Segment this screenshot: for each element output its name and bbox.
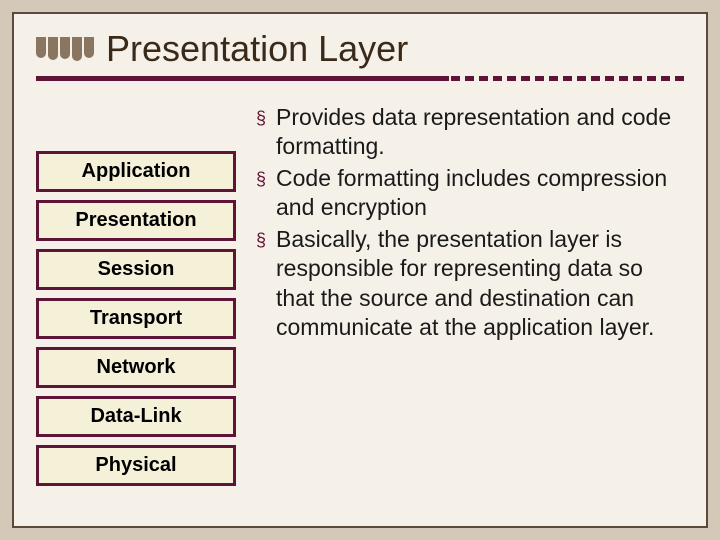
bullet-text: Provides data representation and code fo… bbox=[276, 103, 684, 162]
dash-icon bbox=[661, 76, 670, 81]
layer-box: Session bbox=[36, 249, 236, 290]
layer-box: Data-Link bbox=[36, 396, 236, 437]
bullet-marker-icon: § bbox=[256, 229, 266, 343]
dash-icon bbox=[619, 76, 628, 81]
bullet-marker-icon: § bbox=[256, 168, 266, 223]
layer-box: Network bbox=[36, 347, 236, 388]
bullet-list: §Provides data representation and code f… bbox=[256, 103, 684, 486]
dash-icon bbox=[549, 76, 558, 81]
rip-icon bbox=[60, 37, 70, 59]
layer-box: Application bbox=[36, 151, 236, 192]
title-row: Presentation Layer bbox=[36, 28, 684, 70]
dash-icon bbox=[451, 76, 460, 81]
dash-icon bbox=[493, 76, 502, 81]
rip-icon bbox=[72, 37, 82, 61]
dash-icon bbox=[563, 76, 572, 81]
dash-icon bbox=[591, 76, 600, 81]
dash-icon bbox=[507, 76, 516, 81]
rip-icon bbox=[84, 37, 94, 58]
dash-icon bbox=[577, 76, 586, 81]
layer-box: Presentation bbox=[36, 200, 236, 241]
bullet-marker-icon: § bbox=[256, 107, 266, 162]
dash-icon bbox=[479, 76, 488, 81]
osi-layer-stack: Application Presentation Session Transport N… bbox=[36, 151, 236, 486]
dash-icon bbox=[521, 76, 530, 81]
bullet-item: §Provides data representation and code f… bbox=[256, 103, 684, 162]
dash-icon bbox=[647, 76, 656, 81]
underline-dashes bbox=[449, 76, 684, 81]
bullet-text: Code formatting includes compression and… bbox=[276, 164, 684, 223]
dash-icon bbox=[465, 76, 474, 81]
torn-edge-decoration bbox=[36, 37, 94, 61]
rip-icon bbox=[48, 37, 58, 60]
bullet-item: §Basically, the presentation layer is re… bbox=[256, 225, 684, 343]
page-title: Presentation Layer bbox=[106, 28, 408, 70]
dash-icon bbox=[675, 76, 684, 81]
bullet-text: Basically, the presentation layer is res… bbox=[276, 225, 684, 343]
content-area: Application Presentation Session Transport N… bbox=[36, 103, 684, 486]
dash-icon bbox=[605, 76, 614, 81]
layer-box: Physical bbox=[36, 445, 236, 486]
dash-icon bbox=[633, 76, 642, 81]
slide-frame: Presentation Layer Application Presentati… bbox=[12, 12, 708, 528]
rip-icon bbox=[36, 37, 46, 58]
bullet-item: §Code formatting includes compression an… bbox=[256, 164, 684, 223]
dash-icon bbox=[535, 76, 544, 81]
title-underline bbox=[36, 76, 684, 81]
layer-box: Transport bbox=[36, 298, 236, 339]
